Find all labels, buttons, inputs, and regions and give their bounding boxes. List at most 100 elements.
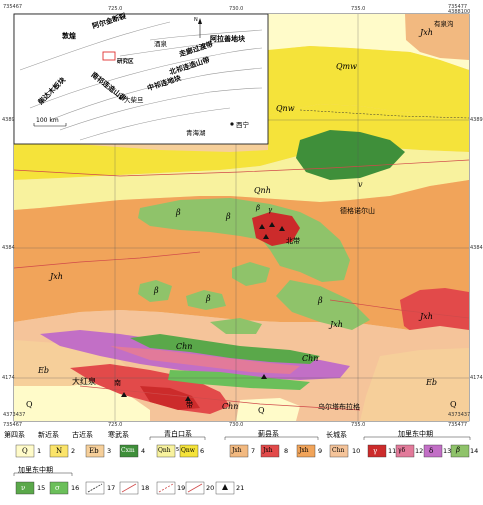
legend-num-1: 1 xyxy=(37,447,42,455)
coord-top-left: 735467 xyxy=(3,4,23,10)
legend-num-14: 14 xyxy=(470,447,479,455)
label-beta-north: β xyxy=(256,204,261,212)
legend-code-3: Eb xyxy=(89,447,99,455)
coord-left-bottom: 4373437 xyxy=(3,412,26,418)
coord-top-730: 730.0 xyxy=(229,6,244,12)
legend-group-caledonian: 加里东中期 xyxy=(398,430,433,438)
label-qmw: Qmw xyxy=(336,62,357,71)
coord-left-3: 4174 xyxy=(2,375,15,381)
label-beta-5: β xyxy=(318,296,323,305)
coord-bottom-left: 735467 xyxy=(3,422,23,428)
coord-top-735: 735.0 xyxy=(351,6,366,12)
label-chn-bottom: Chn xyxy=(222,402,239,411)
unit-eb-right xyxy=(360,348,469,421)
coord-right-1: 4389 xyxy=(470,117,483,123)
legend-group-qingbaikou: 青白口系 xyxy=(164,430,192,438)
legend-code-13: δ xyxy=(429,447,434,455)
legend-num-3: 3 xyxy=(107,447,112,455)
legend-num-2: 2 xyxy=(71,447,76,455)
legend-num-10: 10 xyxy=(352,447,361,455)
inset-scale-label: 100 km xyxy=(36,117,59,124)
unit-nu-band xyxy=(130,334,320,364)
place-dai: 带 xyxy=(186,401,193,409)
unit-beta-small-2 xyxy=(186,290,226,310)
coord-right-3: 4174 xyxy=(470,375,483,381)
place-dahongquan: 大红泉 xyxy=(72,377,96,386)
legend-code-1: Q xyxy=(22,447,28,455)
place-wuerta: 乌尔塔布拉格 xyxy=(318,403,360,411)
coord-right-2: 4384 xyxy=(470,245,483,251)
unit-beta-right-arm xyxy=(276,280,370,330)
legend-symbols xyxy=(87,483,228,493)
xining-marker xyxy=(230,122,234,126)
legend-num-18: 18 xyxy=(141,484,150,492)
place-degenuoer: 德格诺尔山 xyxy=(340,207,375,215)
inset-study-area: 研究区 xyxy=(117,59,134,65)
unit-qmw-band xyxy=(268,46,469,120)
legend-group-quaternary: 第四系 xyxy=(4,431,25,439)
unit-gamma-south xyxy=(140,386,200,410)
legend-code-12: γδ xyxy=(398,447,406,454)
place-beidai: 北带 xyxy=(286,237,300,245)
inset-north-label: N xyxy=(194,17,198,23)
unit-qnw-left xyxy=(14,104,469,180)
legend-num-17: 17 xyxy=(107,484,116,492)
coord-top-725: 725.0 xyxy=(108,6,123,12)
fault-lines xyxy=(13,159,470,411)
legend-num-21: 21 xyxy=(236,484,245,492)
inset-central-qilian: 中祁连地块 xyxy=(146,74,183,93)
legend-code-2: N xyxy=(56,447,63,455)
legend-num-15: 15 xyxy=(37,484,46,492)
inset-altun-fault: 阿尔金断裂 xyxy=(91,12,128,31)
inset-locator-map xyxy=(13,13,269,145)
label-eb-left: Eb xyxy=(38,366,49,375)
inset-zoulang: 走廊过渡带 xyxy=(178,40,215,59)
label-chn-right: Chn xyxy=(302,354,319,363)
legend-num-9: 9 xyxy=(318,447,323,455)
legend-code-15: ν xyxy=(21,484,26,492)
legend-num-11: 11 xyxy=(388,447,397,455)
legend-num-12: 12 xyxy=(415,447,424,455)
inset-jiuquan: 酒泉 xyxy=(154,40,167,48)
legend-group-changcheng: 长城系 xyxy=(326,431,347,439)
legend-code-11: γ xyxy=(373,447,378,455)
coord-bottom-725: 725.0 xyxy=(108,422,123,428)
north-arrow xyxy=(198,18,202,38)
inset-qinghai-lake: 青海湖 xyxy=(186,129,206,137)
legend-group-paleogene: 古近系 xyxy=(72,431,93,439)
sample-points-south xyxy=(121,374,267,401)
scale-bar xyxy=(33,123,67,127)
coord-top-right-sub: 4388100 xyxy=(448,9,471,15)
legend-num-16: 16 xyxy=(71,484,80,492)
inset-south-qilian: 南祁连造山带 xyxy=(89,70,128,103)
label-beta-4: β xyxy=(206,294,211,303)
unit-sigma-band xyxy=(168,370,310,390)
legend-group-neogene: 新近系 xyxy=(38,431,59,439)
sample-points-north xyxy=(259,222,285,239)
label-eb-right: Eb xyxy=(426,378,437,387)
inset-xining: 西宁 xyxy=(236,121,249,129)
label-qnw: Qnw xyxy=(276,104,295,113)
legend-brackets xyxy=(13,436,471,476)
label-jxh-a-right: Jxh xyxy=(330,320,343,329)
label-gamma-north: γ xyxy=(268,206,273,214)
legend-code-14: β xyxy=(456,446,461,454)
inset-qaidam: 柴达木板块 xyxy=(36,75,68,107)
coord-bottom-735: 735.0 xyxy=(351,422,366,428)
label-beta-3: β xyxy=(154,286,159,295)
legend-code-10: Chn xyxy=(332,447,345,454)
dachaidan-marker xyxy=(118,96,122,100)
coord-left-1: 4389 xyxy=(2,117,15,123)
label-q-right: Q xyxy=(450,400,457,409)
legend-group-cambrian: 寒武系 xyxy=(108,431,129,439)
unit-jxh-c xyxy=(405,14,469,60)
coord-bottom-right: 735477 xyxy=(448,422,468,428)
unit-jxh-a-middle xyxy=(14,180,469,330)
coord-bottom-730: 730.0 xyxy=(229,422,244,428)
inset-dunhuang: 敦煌 xyxy=(62,32,76,40)
legend-code-4: Cxm xyxy=(121,447,135,454)
place-youquangou: 有泉沟 xyxy=(434,20,454,28)
legend-code-7: Jxh xyxy=(232,447,242,454)
